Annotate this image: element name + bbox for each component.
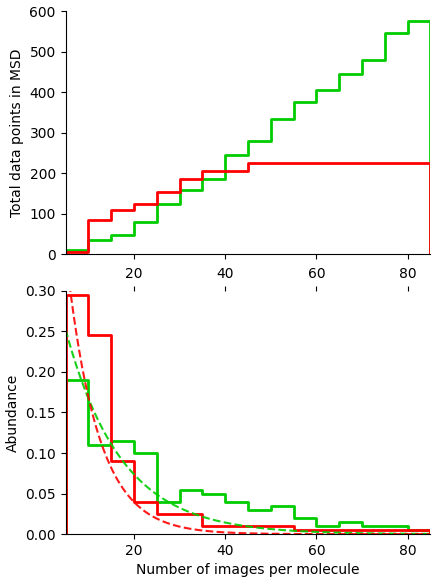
Y-axis label: Abundance: Abundance bbox=[6, 373, 20, 452]
X-axis label: Number of images per molecule: Number of images per molecule bbox=[136, 563, 360, 577]
Y-axis label: Total data points in MSD: Total data points in MSD bbox=[10, 48, 24, 217]
